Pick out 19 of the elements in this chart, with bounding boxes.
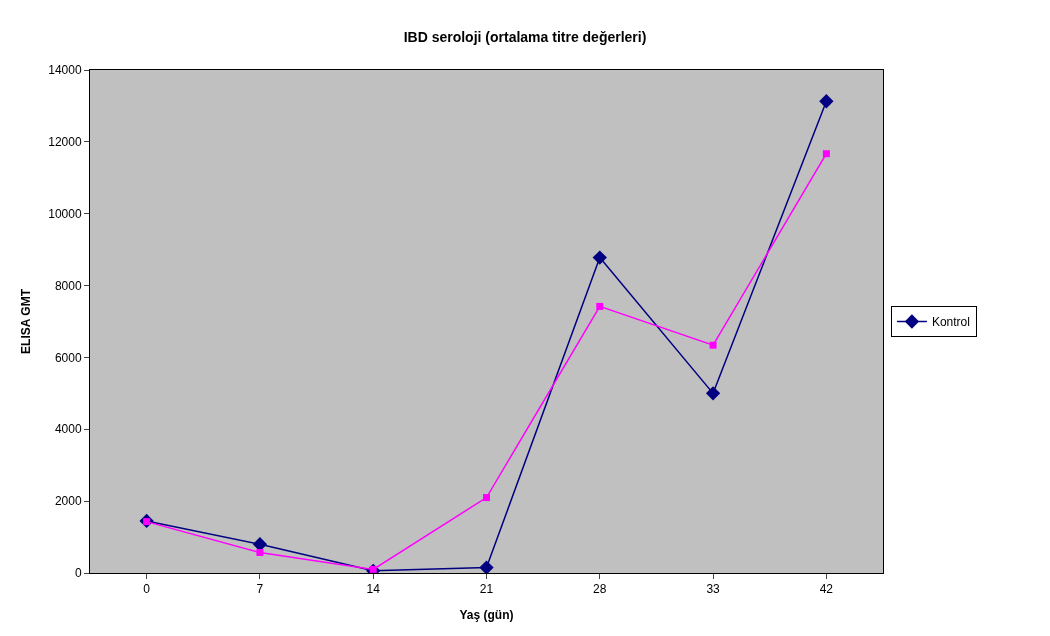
- y-tick-label: 10000: [48, 206, 82, 221]
- y-axis-title: ELISA GMT: [18, 288, 33, 354]
- y-tick-label: 2000: [54, 494, 82, 509]
- legend-label: Kontrol: [931, 315, 970, 330]
- chart-title: IBD seroloji (ortalama titre değerleri): [403, 28, 647, 45]
- x-tick-label: 14: [366, 582, 381, 597]
- x-tick-label: 28: [593, 582, 607, 597]
- y-tick-label: 8000: [54, 278, 82, 293]
- x-tick-label: 42: [819, 582, 834, 597]
- y-tick-label: 0: [74, 566, 82, 581]
- y-tick-label: 12000: [48, 135, 82, 150]
- y-tick-label: 6000: [54, 350, 82, 365]
- x-tick-label: 33: [706, 582, 721, 597]
- x-tick-label: 0: [143, 582, 151, 597]
- y-tick-label: 4000: [54, 422, 82, 437]
- y-tick-label: 14000: [48, 63, 82, 78]
- x-tick-label: 7: [256, 582, 264, 597]
- x-axis-title: Yaş (gün): [459, 608, 514, 623]
- x-tick-label: 21: [479, 582, 494, 597]
